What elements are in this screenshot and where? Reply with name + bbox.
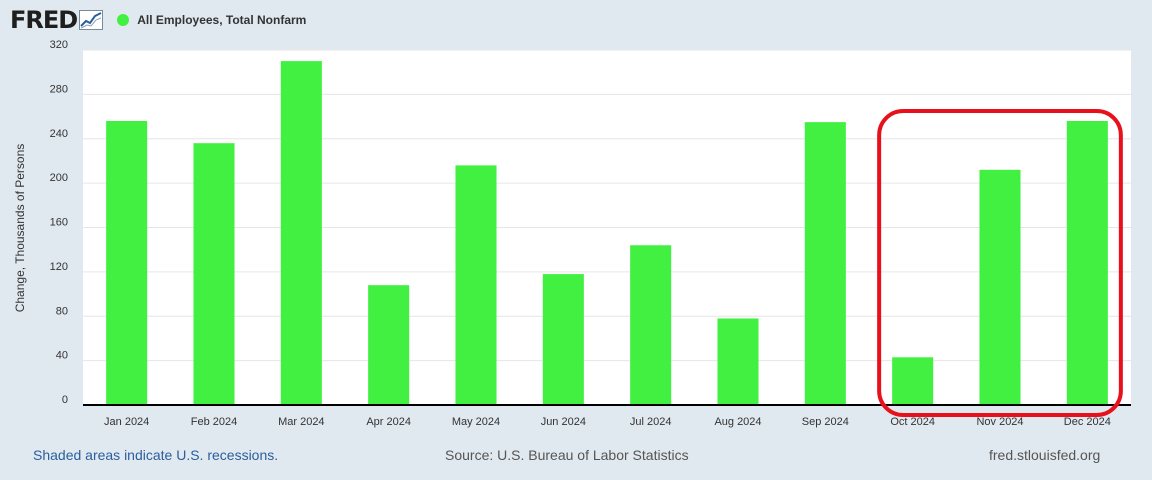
bar-dec-2024[interactable] [1066, 121, 1108, 405]
y-tick-label: 40 [56, 350, 68, 362]
bar-oct-2024[interactable] [892, 357, 934, 405]
x-tick-label: Aug 2024 [714, 416, 761, 428]
y-axis-label: Change, Thousands of Persons [13, 144, 27, 313]
x-tick-label: Mar 2024 [278, 416, 324, 428]
x-tick-label: Feb 2024 [191, 416, 237, 428]
gridlines [83, 49, 1131, 362]
y-tick-label: 320 [50, 39, 68, 51]
x-tick-label: Dec 2024 [1064, 416, 1111, 428]
bar-jun-2024[interactable] [542, 274, 584, 405]
legend-marker-icon [117, 14, 130, 26]
x-tick-label: Nov 2024 [976, 416, 1023, 428]
fred-logo[interactable]: FRED [10, 6, 78, 34]
x-tick-label: Apr 2024 [366, 416, 411, 428]
y-tick-label: 240 [50, 128, 68, 140]
bar-sep-2024[interactable] [804, 122, 846, 405]
bars [106, 61, 1108, 405]
y-axis-ticks: 0 40 80 120 160 200 240 280 320 [50, 39, 68, 406]
bar-aug-2024[interactable] [717, 318, 759, 405]
y-tick-label: 160 [50, 217, 68, 229]
bar-mar-2024[interactable] [280, 61, 322, 405]
x-tick-label: Jan 2024 [104, 416, 149, 428]
x-tick-label: Jul 2024 [630, 416, 672, 428]
chart-header: FRED All Employees, Total Nonfarm [10, 6, 306, 34]
chart-graph-icon [79, 10, 104, 30]
bar-jul-2024[interactable] [630, 245, 672, 405]
bar-may-2024[interactable] [455, 165, 497, 405]
bar-feb-2024[interactable] [193, 143, 235, 405]
site-link[interactable]: fred.stlouisfed.org [989, 447, 1101, 463]
x-axis-ticks: Jan 2024 Feb 2024 Mar 2024 Apr 2024 May 2024… [104, 416, 1111, 428]
y-tick-label: 280 [50, 83, 68, 95]
bar-apr-2024[interactable] [368, 285, 410, 405]
x-tick-label: Jun 2024 [541, 416, 586, 428]
x-tick-label: Sep 2024 [802, 416, 849, 428]
y-tick-label: 80 [56, 305, 68, 317]
bar-nov-2024[interactable] [979, 169, 1021, 405]
y-tick-label: 120 [50, 261, 68, 273]
recession-note[interactable]: Shaded areas indicate U.S. recessions. [33, 447, 279, 463]
chart-legend[interactable]: All Employees, Total Nonfarm [117, 13, 306, 27]
bar-chart: 0 40 80 120 160 200 240 280 320 Jan 2024 Feb 2024… [13, 39, 1131, 428]
x-tick-label: May 2024 [452, 416, 500, 428]
y-tick-label: 200 [50, 172, 68, 184]
source-note: Source: U.S. Bureau of Labor Statistics [445, 447, 689, 463]
bar-jan-2024[interactable] [106, 121, 148, 405]
y-tick-label: 0 [62, 394, 68, 406]
x-tick-label: Oct 2024 [890, 416, 935, 428]
highlight-box [877, 109, 1123, 417]
legend-label: All Employees, Total Nonfarm [137, 13, 307, 27]
